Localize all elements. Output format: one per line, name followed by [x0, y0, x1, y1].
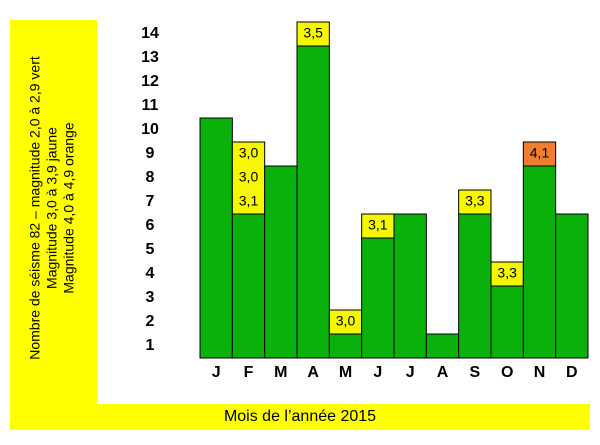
bar-segment: [522, 141, 557, 167]
magnitude-label: 3,3: [497, 265, 517, 281]
bar-segment: [296, 45, 330, 359]
xlabel-band: [10, 404, 590, 430]
y-tick-label: 5: [146, 241, 155, 258]
magnitude-label: 4,1: [530, 145, 550, 161]
bar-segment: [361, 237, 395, 359]
x-tick-label: M: [274, 364, 287, 381]
y-tick-label: 7: [146, 193, 155, 210]
x-tick-label: J: [406, 364, 415, 381]
y-tick-label: 8: [146, 169, 155, 186]
bar-segment: [264, 165, 298, 359]
legend-box: [10, 20, 97, 406]
legend-line: Nombre de séisme 82 – magnitude 2,0 à 2,…: [27, 56, 43, 360]
x-tick-label: J: [373, 364, 382, 381]
bar-segment: [458, 189, 492, 215]
x-tick-label: F: [244, 364, 254, 381]
bar-segment: [361, 213, 395, 239]
y-tick-label: 12: [141, 73, 159, 90]
bar-segment: [199, 117, 233, 359]
magnitude-label: 3,5: [303, 25, 323, 41]
magnitude-label: 3,0: [239, 145, 259, 161]
bar-segment: [490, 261, 524, 287]
bar-segment: [490, 285, 524, 359]
bar-segment: [458, 213, 492, 359]
y-tick-label: 14: [141, 25, 159, 42]
y-tick-label: 13: [141, 49, 159, 66]
bar-segment: [231, 213, 266, 359]
x-tick-label: J: [212, 364, 221, 381]
legend-text: Nombre de séisme 82 – magnitude 2,0 à 2,…: [27, 56, 77, 360]
x-tick-label: N: [534, 364, 546, 381]
magnitude-label: 3,1: [368, 217, 388, 233]
x-tick-label: A: [307, 364, 319, 381]
x-tick-label: D: [566, 364, 578, 381]
y-tick-label: 6: [146, 217, 155, 234]
y-tick-label: 10: [141, 121, 159, 138]
y-tick-label: 9: [146, 145, 155, 162]
bar-segment: [296, 21, 330, 47]
y-tick-label: 11: [142, 97, 159, 114]
y-tick-label: 1: [146, 337, 155, 354]
magnitude-label: 3,0: [336, 313, 356, 329]
x-tick-label: O: [501, 364, 513, 381]
bar-segment: [231, 141, 266, 215]
y-tick-label: 3: [146, 289, 155, 306]
y-tick-label: 2: [146, 313, 155, 330]
y-tick-label: 4: [146, 265, 155, 282]
magnitude-label: 3,3: [465, 193, 485, 209]
x-tick-label: M: [339, 364, 352, 381]
bar-segment: [328, 333, 363, 359]
legend-line: Magnitude 3,0 à 3,9 jaune: [44, 127, 60, 289]
x-tick-label: A: [437, 364, 449, 381]
magnitude-label: 3,0: [239, 169, 259, 185]
legend-line: Magnitude 4,0 à 4,9 orange: [61, 122, 77, 293]
magnitude-label: 3,1: [239, 193, 259, 209]
x-axis-title: Mois de l’année 2015: [224, 408, 376, 425]
bar-segment: [425, 333, 460, 359]
bar-segment: [522, 165, 557, 359]
bar-segment: [393, 213, 427, 359]
x-tick-label: S: [469, 364, 480, 381]
bar-segment: [555, 213, 589, 359]
